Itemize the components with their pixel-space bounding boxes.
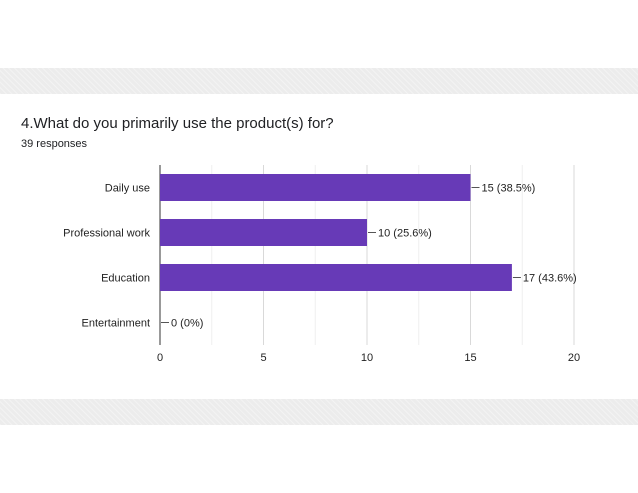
category-label-entertainment: Entertainment <box>82 318 150 330</box>
bar-education <box>160 264 512 291</box>
value-label-daily-use: 15 (38.5%) <box>482 183 536 195</box>
bar-daily-use <box>160 174 471 201</box>
x-tick-label: 20 <box>568 352 580 364</box>
chart-labels: Daily use 15 (38.5%) Professional work 10 (… <box>63 183 577 330</box>
chart-bars <box>160 174 512 291</box>
x-tick-label: 0 <box>157 352 163 364</box>
top-divider-band <box>0 68 638 94</box>
response-count: 39 responses <box>21 138 88 150</box>
question-title: 4.What do you primarily use the product(… <box>21 115 334 132</box>
category-label-daily-use: Daily use <box>105 183 150 195</box>
chart-card <box>0 94 638 399</box>
x-tick-label: 10 <box>361 352 373 364</box>
bottom-divider-band <box>0 399 638 425</box>
category-label-education: Education <box>101 273 150 285</box>
x-tick-label: 15 <box>464 352 476 364</box>
x-tick-label: 5 <box>260 352 266 364</box>
value-label-professional-work: 10 (25.6%) <box>378 228 432 240</box>
value-label-entertainment: 0 (0%) <box>171 318 203 330</box>
value-label-education: 17 (43.6%) <box>523 273 577 285</box>
category-label-professional-work: Professional work <box>63 228 150 240</box>
chart-ticks: 0 5 10 15 20 <box>157 352 580 364</box>
bar-professional-work <box>160 219 367 246</box>
